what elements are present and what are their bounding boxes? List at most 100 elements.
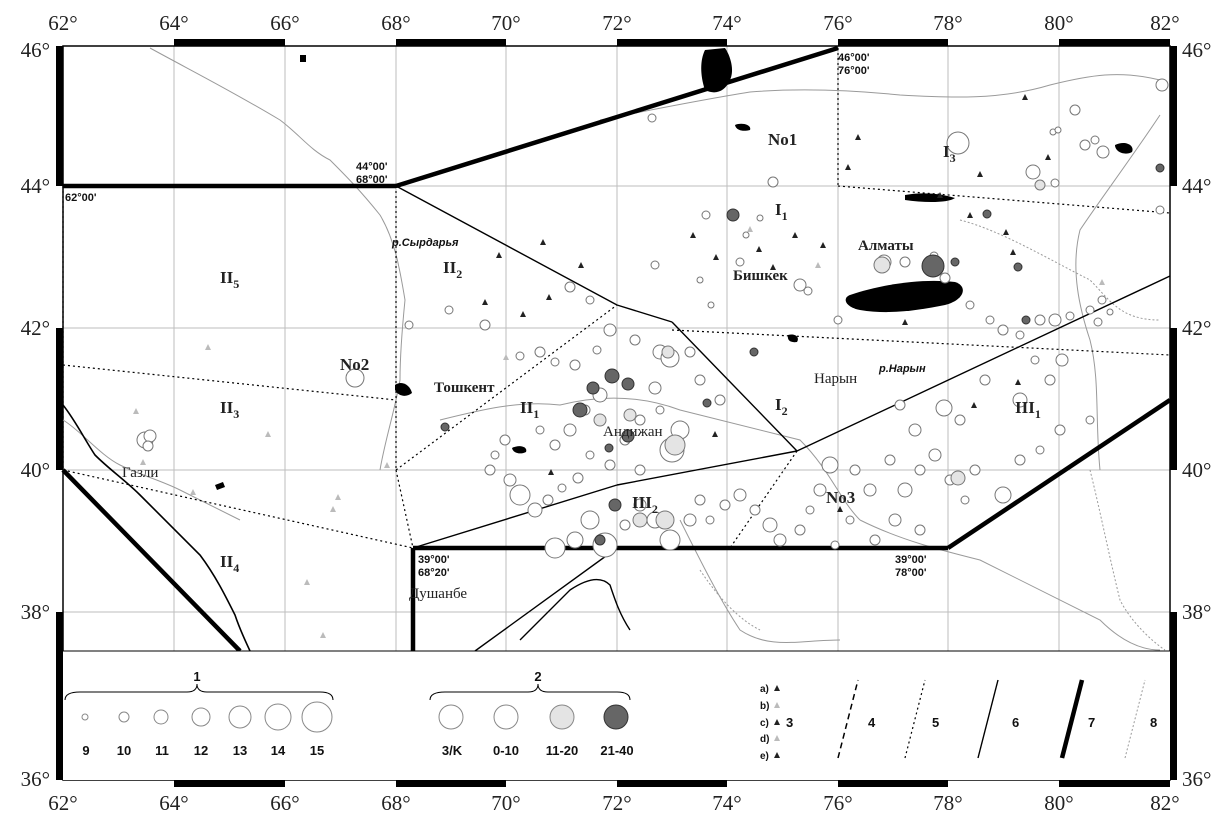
legend-mag-13: 13 [233, 743, 247, 758]
city-naryn: Нарын [814, 371, 857, 387]
lake-small5 [787, 334, 798, 343]
zone-label-ii4: II4 [220, 552, 239, 575]
coord-62: 62°00' [65, 192, 97, 204]
events-triangles-light [133, 226, 1105, 638]
events-dark [440, 163, 1165, 546]
graticule [63, 46, 1170, 651]
legend-depth-11-20: 11-20 [546, 743, 579, 758]
lat-label: 46° [1182, 38, 1211, 62]
legend-depth-3k: 3/K [442, 743, 463, 758]
coord-46-76-a: 46°00' [838, 52, 870, 64]
lon-label: 72° [602, 11, 631, 35]
lon-labels-bottom: 62° 64° 66° 68° 70° 72° 74° 76° 78° 80° … [48, 791, 1179, 815]
zone-labels: I1 I2 I3 II1 II2 II3 II4 II5 III1 III2 N… [220, 130, 1041, 575]
lake-small1 [735, 123, 751, 131]
lon-label: 82° [1150, 791, 1179, 815]
lake-small6 [215, 482, 225, 490]
lon-label: 66° [270, 11, 299, 35]
city-almaty: Алматы [858, 238, 914, 254]
zone-label-iii2: III2 [632, 493, 658, 516]
lon-label: 80° [1044, 791, 1073, 815]
legend-num-4: 4 [868, 715, 876, 730]
lake-small4 [512, 446, 527, 454]
lon-label: 68° [381, 11, 410, 35]
legend-group1-title: 1 [193, 669, 200, 684]
legend-sym-a: a) [760, 684, 769, 695]
zone-label-ii3: II3 [220, 398, 239, 421]
lat-labels-right: 46° 44° 42° 40° 38° 36° [1182, 38, 1211, 791]
boundary-thin [395, 185, 1171, 652]
zone-label-ii1: II1 [520, 398, 539, 421]
lon-label: 82° [1150, 11, 1179, 35]
lon-label: 70° [491, 11, 520, 35]
lake-kapchagay [905, 193, 955, 203]
amudarya-river [62, 404, 251, 652]
lon-label: 80° [1044, 11, 1073, 35]
legend-sym-d: d) [760, 734, 769, 745]
events-small [136, 78, 1169, 559]
lake-alakol [1115, 142, 1133, 154]
lat-labels-left: 46° 44° 42° 40° 38° 36° [21, 38, 50, 791]
lat-label: 38° [21, 600, 50, 624]
zone-label-i2: I2 [775, 395, 788, 418]
legend-mag-9: 9 [82, 743, 89, 758]
coord-39-6820-b: 68°20' [418, 567, 450, 579]
coord-44-68-a: 44°00' [356, 161, 388, 173]
legend-mag-12: 12 [194, 743, 208, 758]
city-gazli: Газли [122, 465, 158, 481]
coord-labels: 46°00' 76°00' 44°00' 68°00' 62°00' 39°00… [65, 52, 927, 579]
legend-group2-title: 2 [534, 669, 541, 684]
lat-label: 36° [21, 767, 50, 791]
river-labels: р.Сырдарья р.Нарын [391, 237, 926, 375]
boundary-thick [61, 45, 1172, 653]
lat-label: 40° [1182, 458, 1211, 482]
lat-label: 40° [21, 458, 50, 482]
lon-label: 78° [933, 11, 962, 35]
city-dushanbe: Душанбе [409, 586, 467, 602]
dotted-borders [699, 219, 1166, 651]
lon-labels-top: 62° 64° 66° 68° 70° 72° 74° 76° 78° 80° … [48, 11, 1179, 35]
events-gray [593, 179, 1046, 530]
river-syrdarya: р.Сырдарья [391, 237, 459, 249]
lat-label: 46° [21, 38, 50, 62]
pyanj-river [519, 578, 631, 641]
city-labels: Алматы Бишкек Нарын Тошкент Андижан Газл… [122, 238, 914, 602]
lon-label: 62° [48, 11, 77, 35]
legend-sym-b: b) [760, 701, 769, 712]
lat-label: 42° [1182, 316, 1211, 340]
zone-label-iii1: III1 [1015, 398, 1041, 421]
zone-label-no1: No1 [768, 130, 797, 149]
legend-mag-11: 11 [155, 743, 169, 758]
country-borders [62, 47, 1161, 651]
zone-label-i1: I1 [775, 200, 788, 223]
legend-mag-14: 14 [271, 743, 286, 758]
lon-label: 66° [270, 791, 299, 815]
legend-depth-0-10: 0-10 [493, 743, 519, 758]
coord-39-6820-a: 39°00' [418, 554, 450, 566]
lake-small3 [300, 55, 306, 62]
lon-label: 76° [823, 11, 852, 35]
lat-label: 42° [21, 316, 50, 340]
lon-label: 64° [159, 11, 188, 35]
lon-label: 70° [491, 791, 520, 815]
lat-label: 36° [1182, 767, 1211, 791]
lon-label: 64° [159, 791, 188, 815]
lake-small2 [395, 382, 412, 396]
lon-label: 72° [602, 791, 631, 815]
lat-label: 38° [1182, 600, 1211, 624]
lon-label: 74° [712, 791, 741, 815]
legend-sym-c: c) [760, 718, 769, 729]
city-tashkent: Тошкент [434, 380, 495, 396]
coord-46-76-b: 76°00' [838, 65, 870, 77]
legend-num-7: 7 [1088, 715, 1095, 730]
coord-39-78-a: 39°00' [895, 554, 927, 566]
zone-label-no2: No2 [340, 355, 369, 374]
lat-label: 44° [1182, 174, 1211, 198]
legend-num-6: 6 [1012, 715, 1019, 730]
legend-sym-e: e) [760, 751, 769, 762]
zone-label-ii2: II2 [443, 258, 462, 281]
lat-label: 44° [21, 174, 50, 198]
lakes [215, 48, 1133, 490]
lon-label: 78° [933, 791, 962, 815]
